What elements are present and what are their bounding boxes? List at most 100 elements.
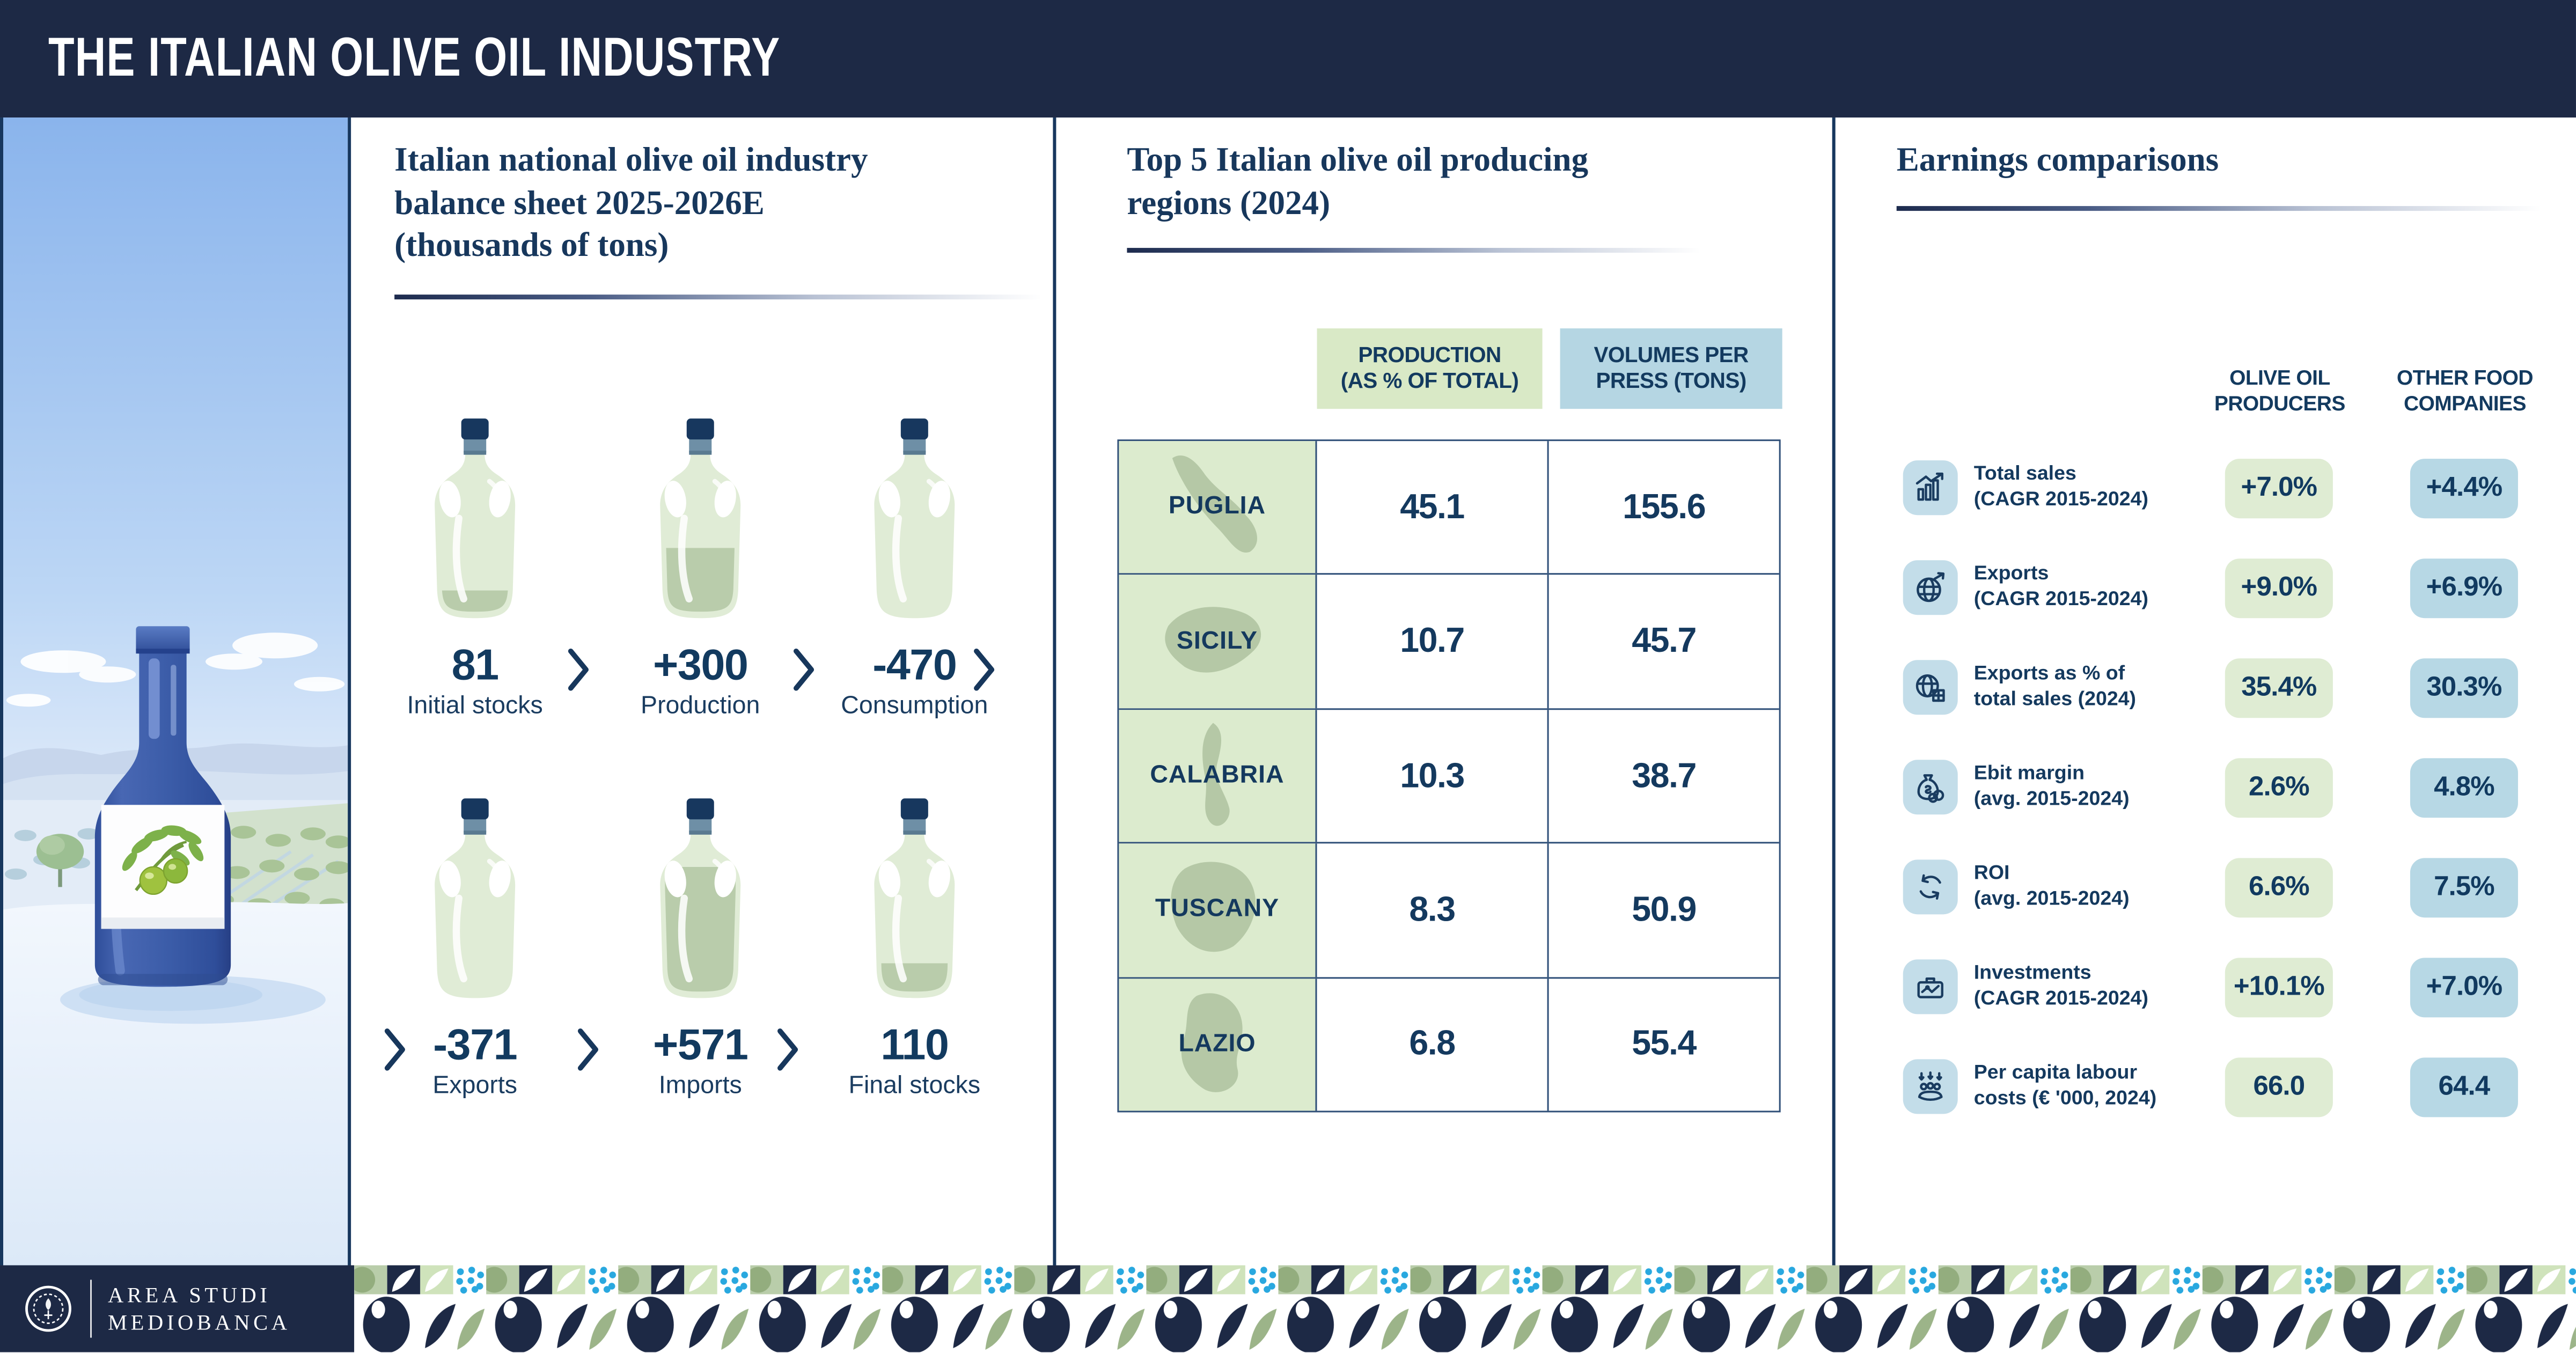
labour-cost-icon xyxy=(1903,1059,1958,1114)
production-value-cell: 6.8 xyxy=(1317,978,1549,1111)
olive-oil-producers-value: +7.0% xyxy=(2225,458,2333,518)
balance-label: Exports xyxy=(432,1072,518,1100)
brand-name: AREA STUDI MEDIOBANCA xyxy=(108,1282,291,1335)
volumes-value-cell: 38.7 xyxy=(1632,755,1697,795)
panel-divider-2 xyxy=(1832,117,1835,1266)
balance-value: 110 xyxy=(880,1020,949,1069)
balance-item: 81 Initial stocks xyxy=(362,415,588,721)
sales-growth-icon xyxy=(1903,460,1958,516)
olive-oil-producers-value: +9.0% xyxy=(2225,557,2333,617)
olive-oil-producers-value: 66.0 xyxy=(2225,1056,2333,1116)
olive-oil-producers-value: 2.6% xyxy=(2225,757,2333,817)
production-value-cell: 45.1 xyxy=(1317,441,1549,574)
amphora-bottle-icon xyxy=(874,418,955,619)
earnings-row-label: Exports as % of total sales (2024) xyxy=(1973,661,2137,709)
other-food-companies-value: 7.5% xyxy=(2410,857,2518,917)
table-row: CALABRIA 10.3 38.7 xyxy=(1119,709,1779,844)
clouds xyxy=(6,633,345,707)
olive-landscape-bottle-image xyxy=(3,117,348,1266)
earnings-heading: Earnings comparisons xyxy=(1896,140,2219,179)
money-bag-icon xyxy=(1903,760,1958,815)
earnings-row-label: Total sales (CAGR 2015-2024) xyxy=(1973,462,2148,510)
other-food-companies-value: 30.3% xyxy=(2410,657,2518,717)
balance-item: -371 Exports xyxy=(362,795,588,1101)
region-cell: PUGLIA xyxy=(1119,441,1317,574)
balance-label: Consumption xyxy=(841,692,988,720)
mediobanca-seal-logo xyxy=(25,1286,71,1332)
region-cell: LAZIO xyxy=(1119,978,1317,1111)
region-name: LAZIO xyxy=(1178,1030,1256,1057)
region-silhouette xyxy=(1165,606,1261,672)
balance-heading-rule xyxy=(394,295,1042,300)
production-column-header: PRODUCTION (AS % OF TOTAL) xyxy=(1317,328,1543,409)
olive-oil-producers-value: 6.6% xyxy=(2225,857,2333,917)
production-value-cell: 8.3 xyxy=(1317,843,1549,977)
olive-branch-art xyxy=(122,825,204,895)
bottle-label xyxy=(101,805,225,929)
brand-divider xyxy=(90,1280,92,1339)
volumes-value-cell: 45.7 xyxy=(1632,621,1697,660)
page-title: THE ITALIAN OLIVE OIL INDUSTRY xyxy=(48,27,781,89)
table-row: SICILY 10.7 45.7 xyxy=(1119,575,1779,710)
tree xyxy=(36,834,84,887)
amphora-bottle-icon xyxy=(660,798,741,998)
region-cell: SICILY xyxy=(1119,575,1317,708)
table-row: TUSCANY 8.3 50.9 xyxy=(1119,843,1779,979)
region-name: SICILY xyxy=(1176,627,1258,655)
sidebar-illustration xyxy=(0,117,351,1266)
olive-pattern-strip xyxy=(354,1265,2576,1353)
chevron-right-icon xyxy=(576,1027,600,1080)
region-name: CALABRIA xyxy=(1150,761,1285,789)
chevron-right-icon xyxy=(776,1027,800,1080)
olive-oil-producers-header: OLIVE OIL PRODUCERS xyxy=(2214,365,2345,415)
region-silhouette xyxy=(1181,992,1243,1092)
investments-icon xyxy=(1903,959,1958,1014)
balance-item: +571 Imports xyxy=(588,795,813,1101)
earnings-heading-rule xyxy=(1896,206,2541,211)
amphora-bottle-icon xyxy=(435,418,516,619)
amphora-bottle-icon xyxy=(660,418,741,619)
brand-footer: AREA STUDI MEDIOBANCA xyxy=(0,1265,355,1353)
earnings-row-label: ROI (avg. 2015-2024) xyxy=(1973,861,2130,909)
chevron-right-icon xyxy=(383,1027,407,1080)
production-value-cell: 10.7 xyxy=(1317,575,1549,708)
globe-share-icon xyxy=(1903,660,1958,715)
amphora-bottle-icon xyxy=(874,798,955,998)
olive-oil-producers-value: 35.4% xyxy=(2225,657,2333,717)
earnings-row-label: Exports (CAGR 2015-2024) xyxy=(1973,562,2148,609)
amphora-bottle-icon xyxy=(435,798,516,998)
region-silhouette xyxy=(1171,862,1256,953)
region-name: PUGLIA xyxy=(1168,492,1266,520)
other-food-companies-value: 4.8% xyxy=(2410,757,2518,817)
volumes-column-header: VOLUMES PER PRESS (TONS) xyxy=(1560,328,1782,409)
region-cell: CALABRIA xyxy=(1119,709,1317,842)
olive-grove-rows-right xyxy=(189,826,348,911)
chevron-right-icon xyxy=(972,647,996,700)
balance-item: -470 Consumption xyxy=(802,415,1027,721)
balance-heading: Italian national olive oil industry bala… xyxy=(394,140,868,264)
balance-item: 110 Final stocks xyxy=(802,795,1027,1101)
region-name: TUSCANY xyxy=(1155,895,1280,923)
blue-olive-oil-bottle xyxy=(94,626,231,987)
balance-value: -371 xyxy=(433,1020,518,1069)
bottle-shadow-inner xyxy=(79,979,263,1011)
chevron-right-icon xyxy=(792,647,816,700)
balance-label: Imports xyxy=(658,1072,742,1100)
balance-label: Initial stocks xyxy=(407,692,543,720)
header-bar: THE ITALIAN OLIVE OIL INDUSTRY xyxy=(0,0,2576,118)
olive-oil-producers-value: +10.1% xyxy=(2225,957,2333,1017)
other-food-companies-value: +6.9% xyxy=(2410,557,2518,617)
region-silhouette xyxy=(1172,455,1258,553)
balance-value: +571 xyxy=(652,1020,748,1069)
regions-table: PUGLIA 45.1 155.6 SICILY 10.7 45.7 CALABRIA 10.… xyxy=(1117,439,1781,1113)
volumes-value-cell: 55.4 xyxy=(1632,1024,1697,1063)
balance-value: 81 xyxy=(451,641,500,689)
table-row: LAZIO 6.8 55.4 xyxy=(1119,978,1779,1111)
other-food-companies-value: +4.4% xyxy=(2410,458,2518,518)
chevron-right-icon xyxy=(567,647,591,700)
table-row: PUGLIA 45.1 155.6 xyxy=(1119,441,1779,576)
olive-pattern xyxy=(354,1265,2576,1353)
balance-label: Production xyxy=(641,692,760,720)
other-food-companies-value: 64.4 xyxy=(2410,1056,2518,1116)
other-food-companies-value: +7.0% xyxy=(2410,957,2518,1017)
